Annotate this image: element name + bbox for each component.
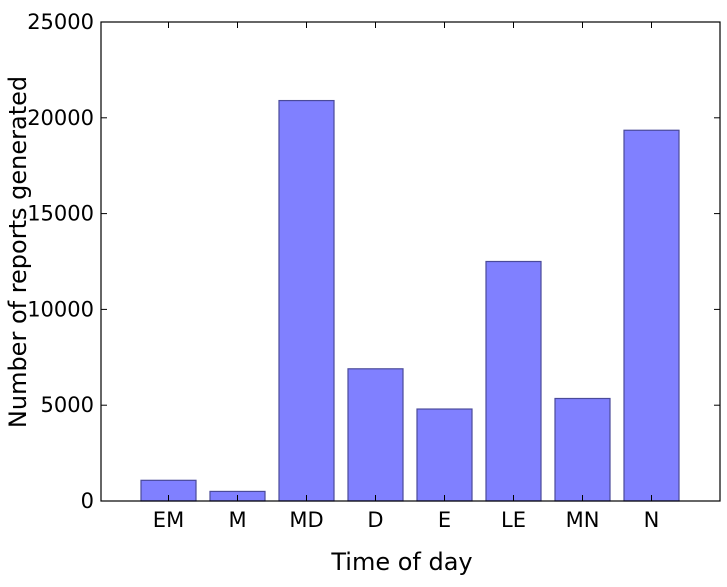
y-tick-label: 20000 — [27, 106, 94, 130]
tick-labels-layer: EM M MD D E LE MN N 0 5000 10000 15000 20000 25000 — [27, 10, 659, 532]
x-tick-label: N — [644, 508, 660, 532]
x-tick-label: D — [367, 508, 383, 532]
x-tick-label: E — [438, 508, 451, 532]
bar-d — [347, 368, 404, 502]
y-axis-title: Number of reports generated — [4, 76, 32, 428]
bar-e — [416, 408, 473, 502]
y-tick-label: 10000 — [27, 297, 94, 321]
bar-le — [485, 260, 542, 502]
x-axis-title: Time of day — [330, 548, 472, 576]
bars-layer — [140, 99, 680, 502]
bar-mn — [554, 397, 611, 502]
bar-md — [278, 99, 335, 502]
x-tick-label: LE — [501, 508, 526, 532]
y-tick-label: 0 — [81, 489, 94, 513]
bar-n — [623, 129, 680, 502]
plot-frame — [100, 21, 721, 502]
x-tick-label: EM — [153, 508, 184, 532]
x-tick-label: MN — [566, 508, 600, 532]
x-tick-label: M — [228, 508, 246, 532]
ticks-layer — [101, 21, 720, 502]
y-tick-label: 5000 — [41, 393, 94, 417]
y-tick-label: 25000 — [27, 10, 94, 34]
x-tick-label: MD — [289, 508, 323, 532]
y-tick-label: 15000 — [27, 202, 94, 226]
